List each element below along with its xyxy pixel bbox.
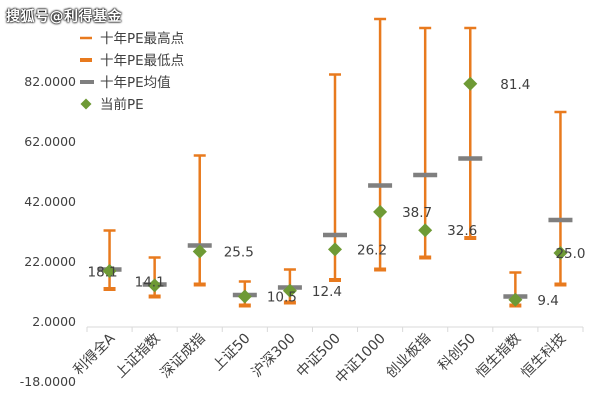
series-layer [97, 17, 573, 308]
legend-label: 十年PE最低点 [100, 53, 184, 69]
data-labels: 18.1 14.1 25.5 10.5 12.4 26.2 38.7 32.6 81.4 9.4 2… [88, 77, 586, 309]
current-marker [418, 223, 433, 238]
current-marker [328, 242, 342, 257]
current-marker [463, 76, 478, 91]
category-label: 科创50 [435, 331, 479, 375]
current-marker [192, 244, 207, 259]
legend-label: 当前PE [100, 96, 144, 113]
y-tick-label: 22.0000 [24, 254, 76, 269]
data-label: 26.2 [357, 242, 387, 258]
legend-swatch-current [80, 98, 92, 110]
category-label: 深证成指 [158, 331, 209, 382]
current-marker [147, 278, 162, 293]
current-marker [237, 289, 252, 304]
data-label: 9.4 [537, 293, 558, 309]
category-label: 恒生指数 [473, 331, 524, 382]
category-label: 上证50 [210, 331, 254, 375]
data-label: 12.4 [312, 284, 342, 300]
category-label: 利得全A [70, 330, 119, 379]
data-label: 38.7 [402, 205, 432, 221]
current-marker [102, 264, 117, 278]
watermark: 搜狐号@利得基金 [6, 9, 122, 25]
current-marker [553, 246, 568, 260]
data-label: 10.5 [267, 290, 297, 306]
category-label: 沪深300 [249, 331, 299, 381]
category-label: 上证指数 [113, 331, 164, 382]
y-tick-label: 62.0000 [24, 134, 76, 149]
y-tick-label: 82.0000 [24, 74, 76, 89]
y-axis-ticks: -18.0000 2.0000 22.0000 42.0000 62.0000 82.00… [20, 74, 584, 389]
current-marker [373, 204, 388, 219]
category-label: 恒生科技 [518, 331, 569, 382]
y-tick-label: 2.0000 [32, 314, 76, 329]
data-label: 14.1 [135, 275, 165, 291]
y-tick-label: -18.0000 [20, 374, 76, 389]
current-marker [508, 292, 523, 307]
data-label: 81.4 [500, 77, 530, 93]
legend-label: 十年PE最高点 [100, 30, 184, 47]
category-label: 中证1000 [333, 331, 389, 387]
data-label: 18.1 [88, 265, 118, 281]
legend-label: 十年PE均值 [100, 75, 171, 91]
y-tick-label: 42.0000 [24, 194, 76, 209]
current-marker [282, 283, 297, 298]
data-label: 25.0 [555, 246, 585, 262]
category-label: 创业板指 [383, 331, 434, 382]
data-label: 32.6 [447, 223, 477, 239]
data-label: 25.5 [224, 245, 254, 261]
